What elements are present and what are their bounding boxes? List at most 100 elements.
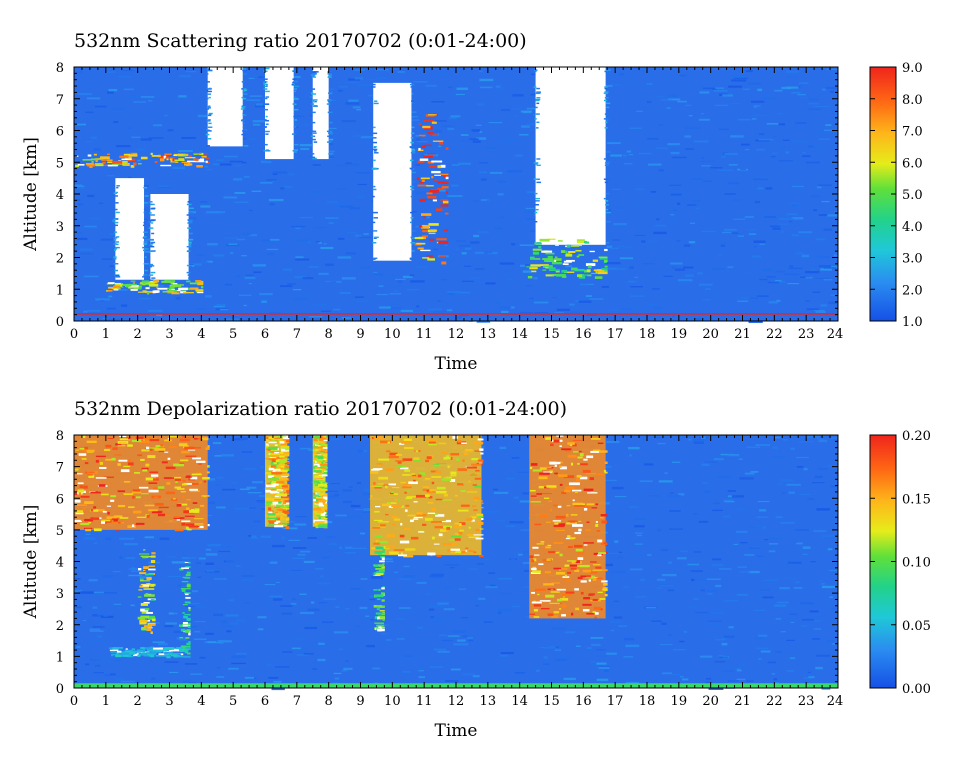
heatmap-cell [413, 501, 418, 503]
heatmap-cell [137, 454, 143, 457]
heatmap-cell [192, 590, 198, 593]
heatmap-cell [202, 477, 210, 480]
heatmap-cell [595, 655, 608, 657]
heatmap-cell [151, 552, 156, 555]
heatmap-cell [601, 84, 613, 87]
heatmap-cell [410, 237, 415, 240]
heatmap-cell [489, 171, 503, 174]
heatmap-cell [264, 67, 270, 70]
heatmap-cell [434, 526, 444, 529]
heatmap-cell [691, 578, 695, 582]
heatmap-cell [142, 651, 150, 653]
heatmap-cell [570, 311, 581, 314]
heatmap-cell [112, 648, 119, 650]
heatmap-cell [572, 502, 583, 506]
heatmap-cell [559, 598, 569, 601]
heatmap-cell [418, 123, 422, 125]
heatmap-cell [428, 308, 442, 311]
heatmap-cell [423, 216, 426, 219]
heatmap-cell [453, 525, 462, 529]
heatmap-cell [478, 461, 484, 463]
heatmap-cell [273, 462, 277, 465]
heatmap-cell [589, 477, 594, 481]
heatmap-cell [380, 440, 392, 444]
heatmap-cell [188, 509, 200, 513]
heatmap-cell [798, 441, 814, 443]
heatmap-cell [282, 508, 289, 510]
heatmap-cell [537, 593, 540, 596]
heatmap-cell [727, 266, 734, 268]
heatmap-cell [271, 482, 276, 485]
heatmap-cell [478, 171, 488, 174]
heatmap-cell [393, 289, 398, 292]
heatmap-cell [373, 159, 376, 162]
heatmap-cell [185, 476, 193, 478]
heatmap-cell [320, 491, 324, 494]
heatmap-cell [354, 509, 369, 511]
heatmap-cell [468, 480, 471, 483]
heatmap-cell [371, 221, 376, 224]
heatmap-cell [78, 203, 84, 206]
heatmap-cell [187, 222, 192, 224]
heatmap-cell [121, 158, 132, 161]
heatmap-cell [653, 231, 667, 235]
heatmap-cell [242, 112, 246, 115]
heatmap-cell [104, 592, 117, 594]
heatmap-cell [397, 71, 405, 73]
heatmap-cell [594, 577, 603, 580]
heatmap-cell [373, 271, 378, 274]
heatmap-cell [415, 164, 421, 166]
heatmap-cell [597, 591, 603, 594]
heatmap-cell [600, 516, 604, 519]
heatmap-cell [103, 449, 111, 452]
heatmap-cell [510, 558, 516, 561]
heatmap-cell [242, 90, 246, 93]
heatmap-cell [750, 135, 754, 138]
heatmap-cell [652, 288, 660, 290]
heatmap-cell [329, 88, 335, 90]
heatmap-cell [77, 164, 85, 166]
heatmap-cell [647, 137, 659, 140]
heatmap-cell [101, 520, 106, 524]
heatmap-cell [205, 211, 221, 214]
heatmap-cell [314, 461, 318, 463]
heatmap-cell [360, 266, 370, 269]
heatmap-cell [710, 167, 723, 169]
heatmap-cell [466, 533, 475, 536]
heatmap-cell [320, 481, 323, 485]
heatmap-cell [647, 495, 660, 497]
heatmap-cell [723, 515, 730, 518]
heatmap-cell [470, 241, 480, 244]
heatmap-cell [727, 490, 736, 492]
heatmap-cell [174, 159, 185, 161]
heatmap-cell [281, 473, 290, 477]
heatmap-cell [590, 561, 597, 563]
heatmap-cell [400, 552, 404, 556]
heatmap-cell [339, 546, 353, 549]
heatmap-cell [468, 639, 474, 642]
heatmap-cell [520, 529, 535, 531]
heatmap-cell [429, 489, 437, 492]
heatmap-cell [270, 465, 276, 468]
heatmap-cell [169, 157, 173, 161]
heatmap-cell [268, 441, 277, 444]
heatmap-cell [144, 191, 148, 194]
heatmap-cell [322, 447, 328, 451]
heatmap-cell [476, 103, 484, 106]
heatmap-cell [310, 74, 316, 76]
heatmap-cell [543, 656, 548, 659]
heatmap-cell [451, 184, 459, 187]
heatmap-cell [321, 556, 330, 559]
heatmap-cell [349, 163, 359, 166]
heatmap-cell [84, 501, 94, 505]
heatmap-cell [405, 504, 410, 507]
heatmap-cell [479, 448, 484, 451]
heatmap-cell [529, 555, 534, 559]
heatmap-cell [553, 504, 558, 507]
heatmap-cell [320, 451, 325, 453]
heatmap-cell [786, 76, 796, 78]
heatmap-cell [337, 188, 347, 190]
heatmap-cell [429, 133, 439, 135]
heatmap-cell [579, 453, 584, 457]
heatmap-cell [583, 597, 591, 600]
